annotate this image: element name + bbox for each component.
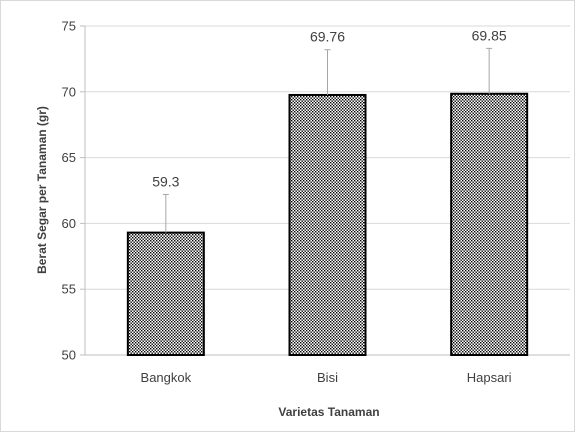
y-tick-label: 50 <box>62 348 76 363</box>
x-tick-label: Hapsari <box>467 370 512 385</box>
x-tick-labels: Bangkok Bisi Hapsari <box>141 370 512 385</box>
y-tick-label: 60 <box>62 216 76 231</box>
error-bars <box>162 47 493 233</box>
bar-bangkok <box>126 231 205 356</box>
y-tick-label: 75 <box>62 19 76 34</box>
y-tick-label: 65 <box>62 150 76 165</box>
x-tick-label: Bisi <box>317 370 338 385</box>
data-labels: 59.3 69.76 69.85 <box>152 27 507 189</box>
bar-bisi <box>288 93 367 356</box>
data-label: 59.3 <box>152 173 179 189</box>
data-label: 69.85 <box>472 27 507 43</box>
data-label: 69.76 <box>310 29 345 45</box>
bars <box>126 92 529 357</box>
x-tick-label: Bangkok <box>141 370 192 385</box>
y-tick-labels: 50 55 60 65 70 75 <box>62 19 76 363</box>
bar-hapsari <box>450 92 529 357</box>
y-axis-title: Berat Segar per Tanaman (gr) <box>35 106 49 274</box>
y-tick-label: 70 <box>62 84 76 99</box>
y-tick-label: 55 <box>62 282 76 297</box>
x-axis-title: Varietas Tanaman <box>278 405 379 419</box>
